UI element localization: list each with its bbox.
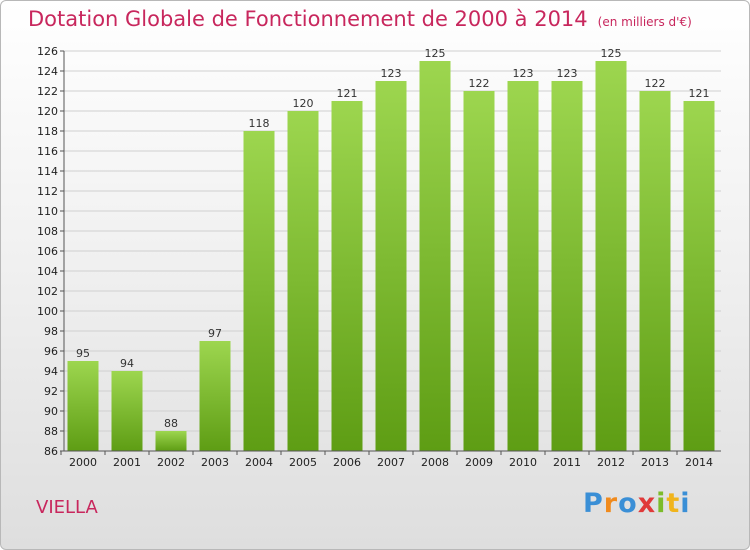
y-tick-label: 126 xyxy=(37,45,58,58)
y-tick-label: 110 xyxy=(37,205,58,218)
bar-value-label: 88 xyxy=(164,417,178,430)
x-tick-label: 2014 xyxy=(685,456,713,469)
bar-value-label: 95 xyxy=(76,347,90,360)
x-tick-label: 2009 xyxy=(465,456,493,469)
bars xyxy=(67,61,715,451)
x-axis-ticks: 2000 2001 2002 2003 2004 2005 2006 2007 2008 2009… xyxy=(60,451,713,469)
x-tick-label: 2000 xyxy=(69,456,97,469)
logo-letter: i xyxy=(680,488,691,519)
bar xyxy=(111,371,143,451)
logo-letter: i xyxy=(656,488,667,519)
bar-value-label: 121 xyxy=(689,87,710,100)
bar xyxy=(639,91,671,451)
bar-value-label: 120 xyxy=(293,97,314,110)
chart-subtitle: (en milliers d'€) xyxy=(597,15,692,29)
y-tick-label: 102 xyxy=(37,285,58,298)
y-tick-label: 100 xyxy=(37,305,58,318)
bar xyxy=(67,361,99,451)
bar xyxy=(199,341,231,451)
y-tick-label: 108 xyxy=(37,225,58,238)
bar-value-label: 97 xyxy=(208,327,222,340)
y-tick-label: 114 xyxy=(37,165,58,178)
x-tick-label: 2007 xyxy=(377,456,405,469)
chart-title-text: Dotation Globale de Fonctionnement de 20… xyxy=(28,7,588,31)
y-tick-label: 90 xyxy=(44,405,58,418)
y-tick-label: 120 xyxy=(37,105,58,118)
x-tick-label: 2012 xyxy=(597,456,625,469)
x-tick-label: 2003 xyxy=(201,456,229,469)
x-tick-label: 2010 xyxy=(509,456,537,469)
y-tick-label: 92 xyxy=(44,385,58,398)
bar-value-label: 123 xyxy=(557,67,578,80)
bar-value-label: 122 xyxy=(645,77,666,90)
y-tick-label: 124 xyxy=(37,65,58,78)
y-tick-label: 86 xyxy=(44,445,58,458)
logo-letter: o xyxy=(618,488,638,519)
bar xyxy=(463,91,495,451)
y-tick-label: 112 xyxy=(37,185,58,198)
x-tick-label: 2006 xyxy=(333,456,361,469)
bar-value-label: 125 xyxy=(601,47,622,60)
y-tick-label: 98 xyxy=(44,325,58,338)
y-tick-label: 118 xyxy=(37,125,58,138)
bar xyxy=(287,111,319,451)
bar xyxy=(683,101,715,451)
logo-letter: x xyxy=(637,488,657,519)
y-tick-label: 96 xyxy=(44,345,58,358)
bar xyxy=(507,81,539,451)
y-tick-label: 122 xyxy=(37,85,58,98)
bar xyxy=(331,101,363,451)
bar-value-label: 94 xyxy=(120,357,134,370)
bar xyxy=(243,131,275,451)
bar-value-label: 125 xyxy=(425,47,446,60)
y-tick-label: 116 xyxy=(37,145,58,158)
proxiti-logo[interactable]: Proxiti xyxy=(583,488,691,519)
y-tick-label: 106 xyxy=(37,245,58,258)
x-tick-label: 2013 xyxy=(641,456,669,469)
bar-value-label: 118 xyxy=(249,117,270,130)
x-tick-label: 2001 xyxy=(113,456,141,469)
bar xyxy=(375,81,407,451)
commune-name: VIELLA xyxy=(36,497,98,518)
axes xyxy=(63,51,721,452)
x-tick-label: 2004 xyxy=(245,456,273,469)
y-tick-label: 104 xyxy=(37,265,58,278)
bar-value-label: 123 xyxy=(381,67,402,80)
x-tick-label: 2008 xyxy=(421,456,449,469)
bar xyxy=(595,61,627,451)
bar-value-label: 122 xyxy=(469,77,490,90)
bar xyxy=(551,81,583,451)
logo-letter: r xyxy=(603,488,619,519)
x-tick-label: 2005 xyxy=(289,456,317,469)
value-labels: 95 94 88 97 118 120 121 123 125 122 123 123 125 122 12… xyxy=(76,47,710,430)
logo-letter: P xyxy=(583,488,604,519)
x-tick-label: 2002 xyxy=(157,456,185,469)
y-tick-label: 88 xyxy=(44,425,58,438)
bar-value-label: 121 xyxy=(337,87,358,100)
y-axis-ticks: 86 88 90 92 94 96 98 100 102 104 106 108 110 112 114 11… xyxy=(37,45,64,458)
bar-value-label: 123 xyxy=(513,67,534,80)
chart-title: Dotation Globale de Fonctionnement de 20… xyxy=(28,7,692,31)
bar xyxy=(155,431,187,451)
bar xyxy=(419,61,451,451)
y-tick-label: 94 xyxy=(44,365,58,378)
x-tick-label: 2011 xyxy=(553,456,581,469)
logo-letter: t xyxy=(666,488,681,519)
